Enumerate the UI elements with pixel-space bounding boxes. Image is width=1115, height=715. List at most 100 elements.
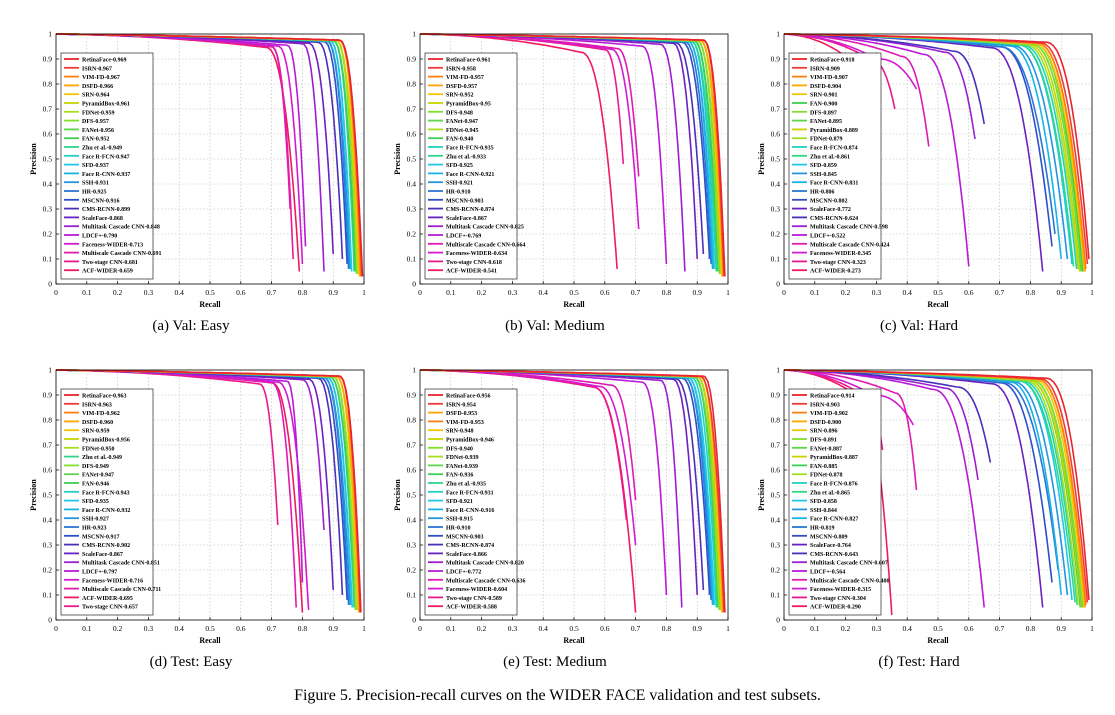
y-tick-label: 0.9 bbox=[407, 55, 417, 64]
legend-label: MSCNN-0.917 bbox=[82, 534, 120, 540]
legend-label: SFD-0.937 bbox=[82, 163, 109, 169]
y-axis-label: Precision bbox=[29, 143, 38, 175]
x-tick-label: 0.9 bbox=[693, 624, 703, 633]
plot-frame bbox=[419, 369, 729, 621]
y-tick-label: 0.7 bbox=[407, 441, 417, 450]
legend-label: SSH-0.927 bbox=[82, 517, 109, 523]
legend-label: CMS-RCNN-0.874 bbox=[446, 207, 494, 213]
x-tick-label: 1 bbox=[1090, 624, 1094, 633]
legend-label: FANet-0.947 bbox=[446, 119, 478, 125]
legend-label: RetinaFace-0.918 bbox=[810, 58, 855, 64]
legend-label: Faceness-WIDER-0.634 bbox=[446, 251, 507, 257]
y-tick-label: 0.3 bbox=[43, 205, 53, 214]
pr-curve bbox=[783, 369, 918, 491]
pr-curve bbox=[55, 369, 362, 613]
x-tick-label: 0.9 bbox=[329, 624, 339, 633]
plot-frame bbox=[783, 369, 1093, 621]
legend-label: Two-stage CNN-0.589 bbox=[446, 596, 502, 602]
x-tick-label: 0.2 bbox=[841, 624, 851, 633]
y-tick-label: 0.6 bbox=[407, 466, 417, 475]
chart-val-medium: 0 0.1 0.2 0.3 0.4 0.5 0.6 0.7 0.8 0.9 1 0 0.1 0.2 0.3 0… bbox=[374, 22, 736, 335]
legend-label: SFD-0.859 bbox=[810, 163, 837, 169]
y-tick-label: 0 bbox=[412, 280, 416, 289]
legend-label: FAN-0.940 bbox=[446, 137, 473, 143]
legend-label: PyramidBox-0.95 bbox=[446, 102, 491, 108]
legend-label: ISRN-0.963 bbox=[82, 402, 112, 408]
legend-label: DSFD-0.966 bbox=[82, 84, 113, 90]
legend-label: RetinaFace-0.914 bbox=[810, 394, 855, 400]
chart-test-hard-caption: (f) Test: Hard bbox=[878, 654, 960, 670]
x-tick-label: 0.1 bbox=[82, 624, 92, 633]
x-axis-label: Recall bbox=[563, 300, 585, 309]
x-tick-label: 0.8 bbox=[298, 288, 308, 297]
legend-label: FDNet-0.879 bbox=[810, 137, 843, 143]
y-tick-label: 0 bbox=[412, 616, 416, 625]
legend-label: SFD-0.921 bbox=[446, 499, 473, 505]
legend-label: ACF-WIDER-0.290 bbox=[810, 605, 861, 611]
legend-label: Multiscale Cascade CNN-0.691 bbox=[82, 251, 162, 257]
legend-label: Multiscale Cascade CNN-0.400 bbox=[810, 578, 890, 584]
x-tick-label: 0.1 bbox=[810, 624, 820, 633]
legend-label: FDNet-0.878 bbox=[810, 473, 843, 479]
x-tick-label: 0.7 bbox=[631, 288, 641, 297]
chart-val-easy: 0 0.1 0.2 0.3 0.4 0.5 0.6 0.7 0.8 0.9 1 0 0.1 0.2 0.3 0… bbox=[10, 22, 372, 335]
y-tick-label: 0.1 bbox=[771, 255, 781, 264]
legend-label: SRN-0.901 bbox=[810, 93, 838, 99]
chart-test-hard: 0 0.1 0.2 0.3 0.4 0.5 0.6 0.7 0.8 0.9 1 0 0.1 0.2 0.3 0… bbox=[738, 358, 1100, 671]
x-tick-label: 0.5 bbox=[205, 624, 215, 633]
pr-curve bbox=[783, 33, 1090, 260]
legend-label: Multitask Cascade CNN-0.848 bbox=[82, 225, 160, 231]
legend-label: ScaleFace-0.866 bbox=[446, 552, 487, 558]
legend-label: FANet-0.939 bbox=[446, 464, 478, 470]
y-tick-label: 0.7 bbox=[771, 441, 781, 450]
y-tick-label: 0.3 bbox=[771, 205, 781, 214]
legend-label: VIM-FD-0.957 bbox=[446, 75, 484, 81]
legend-label: SSH-0.845 bbox=[810, 172, 837, 178]
x-tick-label: 0.1 bbox=[446, 624, 456, 633]
y-tick-label: 0.8 bbox=[771, 416, 781, 425]
x-tick-label: 0 bbox=[782, 624, 786, 633]
chart-val-medium-caption: (b) Val: Medium bbox=[505, 318, 605, 334]
pr-curve bbox=[783, 369, 1090, 601]
legend-label: SSH-0.915 bbox=[446, 517, 473, 523]
legend-label: MSCNN-0.903 bbox=[446, 534, 484, 540]
legend-label: FANet-0.887 bbox=[810, 446, 842, 452]
x-axis-label: Recall bbox=[199, 300, 221, 309]
y-tick-label: 0.3 bbox=[771, 541, 781, 550]
legend-label: Two-stage CNN-0.618 bbox=[446, 260, 502, 266]
x-tick-label: 1 bbox=[726, 288, 730, 297]
legend-label: FDNet-0.950 bbox=[82, 446, 115, 452]
legend-label: Faceness-WIDER-0.315 bbox=[810, 587, 871, 593]
legend-label: Face R-CNN-0.921 bbox=[446, 172, 494, 178]
x-tick-label: 0.2 bbox=[113, 624, 123, 633]
legend-label: ScaleFace-0.764 bbox=[810, 543, 851, 549]
y-tick-label: 0.9 bbox=[43, 55, 53, 64]
legend-label: MSCNN-0.802 bbox=[810, 198, 848, 204]
legend-label: SRN-0.964 bbox=[82, 93, 110, 99]
legend-label: LDCF+-0.564 bbox=[810, 570, 845, 576]
legend-label: CMS-RCNN-0.624 bbox=[810, 216, 858, 222]
x-tick-label: 1 bbox=[362, 288, 366, 297]
y-tick-label: 0.8 bbox=[43, 80, 53, 89]
legend-box bbox=[424, 52, 518, 280]
x-tick-label: 0.6 bbox=[236, 288, 246, 297]
legend-label: SFD-0.858 bbox=[810, 499, 837, 505]
y-tick-label: 0.1 bbox=[407, 255, 417, 264]
legend-label: CMS-RCNN-0.874 bbox=[446, 543, 494, 549]
x-axis-label: Recall bbox=[927, 300, 949, 309]
legend-label: Multitask Cascade CNN-0.598 bbox=[810, 225, 888, 231]
y-axis-label: Precision bbox=[393, 479, 402, 511]
legend-label: DSFD-0.900 bbox=[810, 420, 841, 426]
y-tick-label: 1 bbox=[48, 30, 52, 39]
x-tick-label: 1 bbox=[1090, 288, 1094, 297]
legend-label: LDCF+-0.772 bbox=[446, 570, 481, 576]
legend-label: SSH-0.931 bbox=[82, 181, 109, 187]
y-tick-label: 1 bbox=[48, 366, 52, 375]
y-tick-label: 0.5 bbox=[407, 491, 417, 500]
legend-label: ACF-WIDER-0.541 bbox=[446, 269, 497, 275]
y-tick-label: 0.3 bbox=[407, 205, 417, 214]
x-tick-label: 1 bbox=[726, 624, 730, 633]
legend-label: FDNet-0.959 bbox=[82, 110, 115, 116]
legend-label: SFD-0.935 bbox=[82, 499, 109, 505]
x-tick-label: 0 bbox=[782, 288, 786, 297]
